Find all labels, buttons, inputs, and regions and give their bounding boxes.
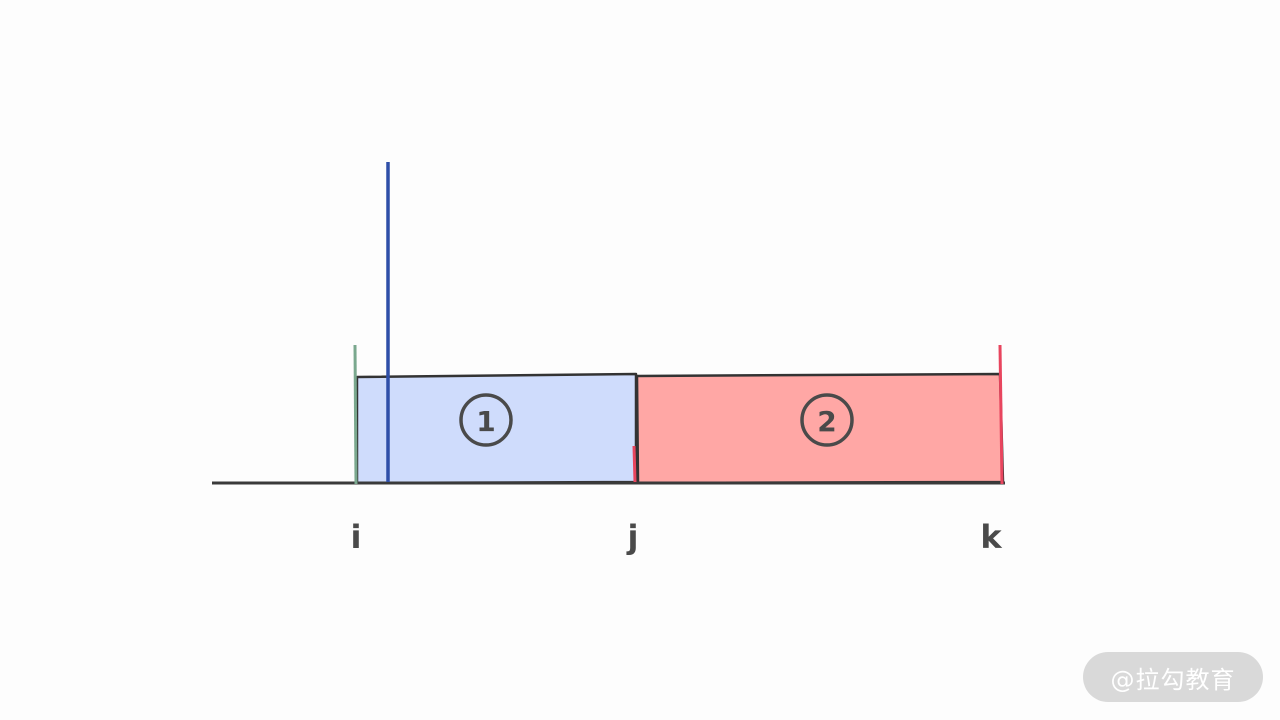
segment-2-marker-circle — [800, 393, 854, 447]
segment-2-marker-text: 2 — [817, 405, 836, 438]
index-label-k: k — [980, 518, 1002, 556]
segment-1-marker-text: 1 — [476, 405, 495, 438]
watermark-text: @拉勾教育 — [1110, 665, 1236, 694]
segment-1-marker-circle — [459, 393, 513, 447]
marker-i-green — [353, 344, 358, 485]
index-label-j: j — [626, 518, 639, 556]
marker-j-red — [632, 445, 637, 483]
watermark-badge: @拉勾教育 — [1083, 652, 1263, 702]
segment-1-box — [355, 372, 638, 485]
marker-k-red — [998, 344, 1004, 485]
index-label-i: i — [351, 518, 362, 556]
